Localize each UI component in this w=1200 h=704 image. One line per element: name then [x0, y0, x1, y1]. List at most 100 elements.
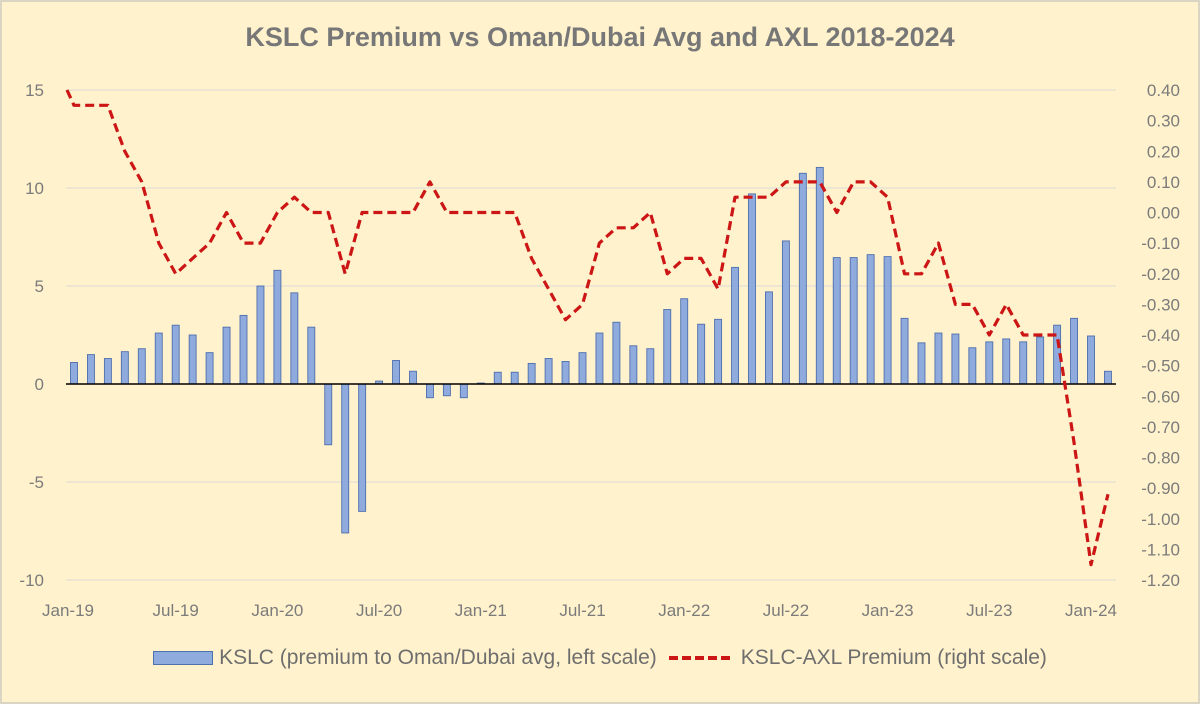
- bar: [341, 383, 350, 534]
- bar: [273, 269, 282, 385]
- x-tick-label: Jan-23: [862, 601, 914, 620]
- bar: [815, 166, 824, 385]
- right-tick-label: -1.20: [1141, 571, 1180, 590]
- bar: [205, 352, 214, 385]
- bar: [731, 266, 739, 385]
- left-axis-ticks: 15 10 5 0 -5 -10: [19, 81, 44, 590]
- x-tick-label: Jul-21: [559, 601, 605, 620]
- chart-title: KSLC Premium vs Oman/Dubai Avg and AXL 2…: [245, 22, 955, 52]
- bar: [697, 323, 706, 385]
- bar: [256, 285, 265, 385]
- bar: [680, 298, 689, 385]
- bar: [663, 309, 672, 385]
- x-tick-label: Jan-21: [455, 601, 507, 620]
- left-tick-label: 15: [25, 81, 44, 100]
- bar: [426, 383, 434, 399]
- right-tick-label: -0.80: [1141, 449, 1180, 468]
- bar: [222, 326, 231, 385]
- bar: [510, 371, 519, 385]
- x-tick-label: Jul-20: [356, 601, 402, 620]
- x-tick-label: Jan-22: [658, 601, 710, 620]
- bar: [1070, 317, 1079, 385]
- right-tick-label: -0.20: [1141, 265, 1180, 284]
- x-tick-label: Jan-19: [42, 601, 94, 620]
- right-tick-label: -0.40: [1141, 326, 1180, 345]
- bar: [1019, 341, 1028, 385]
- bar: [968, 347, 977, 385]
- right-tick-label: 0.20: [1147, 142, 1180, 161]
- left-tick-label: 10: [25, 179, 44, 198]
- legend-bar-swatch: [153, 651, 214, 665]
- right-tick-label: -0.70: [1141, 418, 1180, 437]
- right-tick-label: 0.30: [1147, 112, 1180, 131]
- bar: [595, 332, 604, 385]
- right-tick-label: -0.90: [1141, 479, 1180, 498]
- bar: [239, 314, 248, 385]
- bar: [985, 341, 994, 385]
- right-tick-label: 0.10: [1147, 173, 1180, 192]
- right-tick-label: -0.60: [1141, 387, 1180, 406]
- bar: [459, 383, 468, 399]
- left-tick-label: -10: [19, 571, 44, 590]
- bar: [137, 348, 146, 385]
- bar: [934, 332, 943, 385]
- bar: [290, 292, 299, 385]
- bar: [900, 317, 909, 385]
- bar: [917, 342, 926, 385]
- right-tick-label: -0.30: [1141, 295, 1180, 314]
- left-tick-label: -5: [29, 473, 44, 492]
- legend-line-label: KSLC-AXL Premium (right scale): [740, 646, 1047, 669]
- bar: [832, 257, 841, 385]
- right-tick-label: 0.40: [1147, 81, 1180, 100]
- bar: [358, 383, 367, 512]
- bar: [493, 371, 502, 385]
- right-tick-label: -1.10: [1141, 540, 1180, 559]
- legend-line-swatch: [668, 656, 733, 660]
- bar: [1087, 335, 1095, 385]
- bar: [307, 326, 316, 385]
- x-tick-label: Jul-22: [763, 601, 809, 620]
- bar: [883, 256, 892, 385]
- x-tick-label: Jan-24: [1065, 601, 1117, 620]
- bar-series: [70, 166, 1112, 534]
- x-tick-label: Jan-20: [251, 601, 303, 620]
- bar: [765, 291, 773, 385]
- bar: [324, 383, 333, 446]
- bar: [70, 361, 78, 385]
- bar: [392, 360, 400, 385]
- bar: [103, 358, 112, 385]
- bar: [714, 318, 723, 385]
- bar: [951, 333, 960, 385]
- bar: [629, 345, 638, 385]
- right-axis-ticks: 0.40 0.30 0.20 0.10 0.00 -0.10 -0.20 -0.30 -0.40…: [1141, 81, 1180, 590]
- bar: [646, 348, 655, 385]
- legend-bar-label: KSLC (premium to Oman/Dubai avg, left sc…: [219, 646, 657, 669]
- right-tick-label: -0.10: [1141, 234, 1180, 253]
- line-series: [65, 89, 1110, 567]
- bar: [154, 332, 163, 385]
- bar: [188, 334, 197, 385]
- gridlines: [66, 89, 1116, 581]
- bar: [1103, 370, 1112, 385]
- line-path: [65, 89, 1110, 567]
- bar: [578, 352, 587, 385]
- bar: [561, 361, 570, 385]
- bar: [1036, 336, 1045, 385]
- x-tick-label: Jul-23: [966, 601, 1012, 620]
- x-tick-label: Jul-19: [153, 601, 199, 620]
- bar: [120, 351, 129, 385]
- bar: [798, 172, 807, 385]
- bar: [1002, 338, 1011, 385]
- bar: [781, 240, 790, 385]
- bar: [748, 193, 756, 385]
- right-tick-label: 0.00: [1147, 204, 1180, 223]
- bar: [409, 370, 417, 385]
- left-tick-label: 5: [35, 277, 44, 296]
- left-tick-label: 0: [35, 375, 44, 394]
- bar: [612, 321, 621, 385]
- bar: [866, 254, 875, 385]
- x-axis-ticks: Jan-19 Jul-19 Jan-20 Jul-20 Jan-21 Jul-21 Jan-…: [42, 601, 1117, 620]
- bar: [544, 358, 553, 385]
- bar: [849, 257, 858, 385]
- right-tick-label: -0.50: [1141, 357, 1180, 376]
